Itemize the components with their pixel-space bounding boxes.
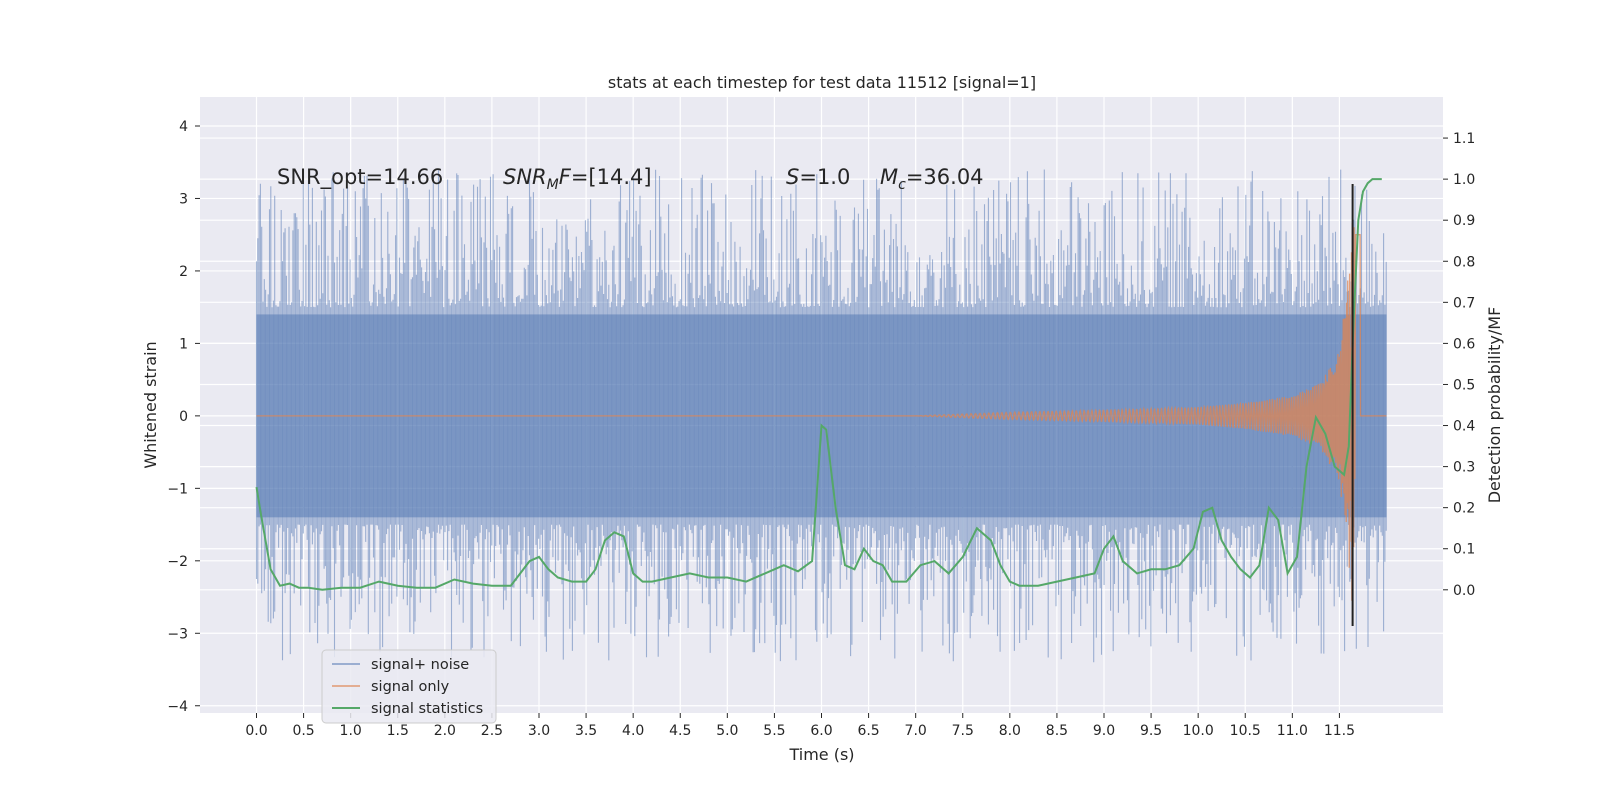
y2-tick-label: 0.7 [1453, 295, 1475, 311]
y-tick-label: 3 [179, 191, 188, 207]
signal-only-series [256, 222, 1387, 601]
x-tick-label: 11.5 [1324, 723, 1355, 739]
y2-tick-label: 1.0 [1453, 172, 1475, 188]
legend-box [321, 649, 497, 724]
y2-tick-label: 0.8 [1453, 254, 1475, 270]
x-tick-label: 11.0 [1277, 723, 1308, 739]
y-tick-label: 2 [179, 264, 188, 280]
x-tick-label: 3.5 [575, 723, 597, 739]
y-tick-label: 4 [179, 119, 188, 135]
y-axis-label: Whitened strain [141, 341, 160, 468]
x-tick-label: 0.5 [292, 723, 314, 739]
x-tick-label: 9.0 [1093, 723, 1115, 739]
y-tick-label: 1 [179, 336, 188, 352]
x-axis-label: Time (s) [788, 745, 854, 764]
x-tick-label: 6.0 [810, 723, 832, 739]
x-tick-label: 8.0 [999, 723, 1021, 739]
y2-tick-label: 0.4 [1453, 419, 1475, 435]
annotation-mc: Mc=36.04 [880, 165, 984, 193]
x-tick-labels: 0.0 0.5 1.0 1.5 2.0 2.5 3.0 3.5 4.0 4.5 5.0 5.5 6.0 6… [245, 713, 1355, 739]
x-tick-label: 1.5 [387, 723, 409, 739]
y2-tick-label: 0.2 [1453, 501, 1475, 517]
legend: signal+ noise signal only signal statist… [321, 649, 497, 724]
signal-statistics-series [255, 178, 1382, 591]
legend-label-signal: signal only [371, 679, 450, 695]
x-tick-label: 9.5 [1140, 723, 1162, 739]
x-tick-label: 5.5 [763, 723, 785, 739]
x-tick-label: 2.5 [481, 723, 503, 739]
x-tick-label: 8.5 [1046, 723, 1068, 739]
y-tick-label: −1 [167, 481, 188, 497]
y-tick-label: −3 [167, 626, 188, 642]
annotation-s: S=1.0 [786, 165, 850, 189]
annotation-snr-mf: SNRMF=[14.4] [503, 165, 652, 193]
x-tick-label: 5.0 [716, 723, 738, 739]
y-tick-label: −4 [167, 699, 188, 715]
y2-tick-label: 1.1 [1453, 131, 1475, 147]
y2-tick-labels: 1.1 1.0 0.9 0.8 0.7 0.6 0.5 0.4 0.3 0.2 0.1 0.0 [1443, 131, 1475, 599]
y2-tick-label: 0.9 [1453, 213, 1475, 229]
x-tick-label: 4.0 [622, 723, 644, 739]
y2-tick-label: 0.1 [1453, 542, 1475, 558]
chart-title: stats at each timestep for test data 115… [608, 73, 1036, 92]
y2-axis-label: Detection probability/MF [1485, 307, 1504, 504]
y2-tick-label: 0.5 [1453, 377, 1475, 393]
x-tick-label: 2.0 [434, 723, 456, 739]
y-tick-label: 0 [179, 409, 188, 425]
x-tick-label: 0.0 [245, 723, 267, 739]
y-tick-labels: 4 3 2 1 0 −1 −2 −3 −4 [167, 119, 200, 715]
legend-label-noise: signal+ noise [371, 657, 469, 673]
x-tick-label: 6.5 [857, 723, 879, 739]
y2-tick-label: 0.6 [1453, 336, 1475, 352]
x-tick-label: 10.0 [1183, 723, 1214, 739]
y-tick-label: −2 [167, 554, 188, 570]
legend-label-stats: signal statistics [371, 701, 483, 717]
x-tick-label: 7.5 [952, 723, 974, 739]
x-tick-label: 10.5 [1230, 723, 1261, 739]
x-tick-label: 1.0 [340, 723, 362, 739]
x-tick-label: 4.5 [669, 723, 691, 739]
annotation-snr-opt: SNR_opt=14.66 [277, 165, 443, 190]
x-tick-label: 7.0 [905, 723, 927, 739]
y2-tick-label: 0.0 [1453, 583, 1475, 599]
x-tick-label: 3.0 [528, 723, 550, 739]
y2-tick-label: 0.3 [1453, 460, 1475, 476]
